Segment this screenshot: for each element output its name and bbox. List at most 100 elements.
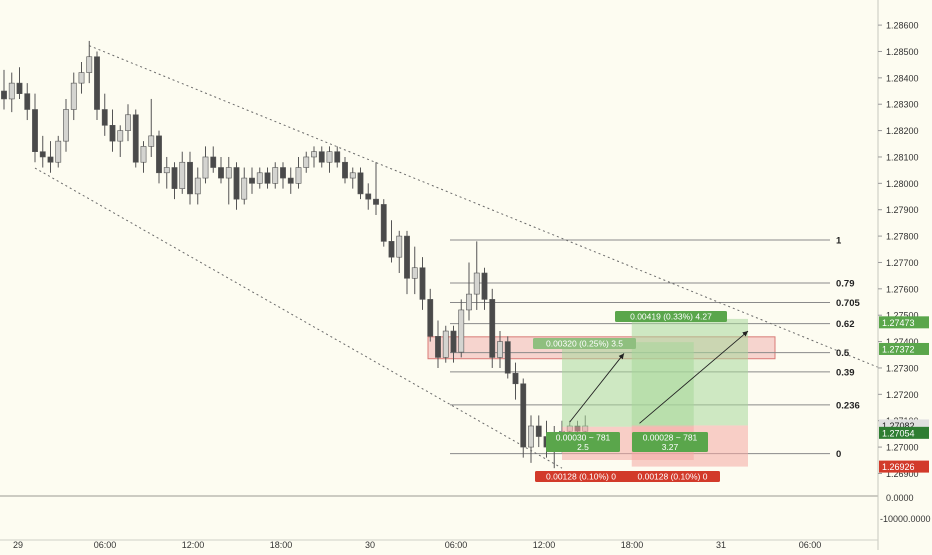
price-tick-label: 1.28400 — [886, 73, 919, 83]
candle[interactable] — [24, 83, 31, 121]
candle[interactable] — [280, 162, 286, 189]
channel-trendline[interactable] — [89, 45, 880, 369]
candle[interactable] — [148, 98, 155, 157]
candle[interactable] — [287, 167, 294, 194]
candle[interactable] — [55, 135, 62, 168]
candle-body — [171, 167, 178, 189]
candle[interactable] — [109, 109, 116, 152]
price-tick-label: 1.27000 — [886, 443, 919, 453]
projection-arrow[interactable] — [569, 353, 625, 423]
candle[interactable] — [70, 72, 77, 121]
candle[interactable] — [520, 378, 527, 458]
candle-body — [16, 82, 23, 94]
candle[interactable] — [8, 72, 15, 113]
candle[interactable] — [497, 331, 503, 368]
candle[interactable] — [16, 67, 23, 99]
price-tick-label: 1.27900 — [886, 205, 919, 215]
candle[interactable] — [132, 109, 139, 168]
candle[interactable] — [63, 98, 69, 152]
candle[interactable] — [272, 162, 279, 189]
time-tick-label: 31 — [716, 540, 726, 550]
candle[interactable] — [171, 162, 178, 200]
candle-body — [272, 167, 279, 184]
candle[interactable] — [442, 325, 449, 363]
candle[interactable] — [427, 288, 434, 342]
candle[interactable] — [156, 130, 162, 184]
candle[interactable] — [357, 167, 364, 200]
candle[interactable] — [225, 156, 232, 205]
candle[interactable] — [94, 51, 100, 121]
candle[interactable] — [303, 151, 310, 173]
candle[interactable] — [349, 167, 356, 189]
candle[interactable] — [179, 151, 186, 194]
position-stop-label[interactable]: 0.00128 (0.10%) 0 — [535, 471, 627, 482]
channel-trendline[interactable] — [34, 167, 563, 469]
oscillator-tick-label: 0.0000 — [886, 493, 914, 503]
projection-arrow[interactable] — [639, 330, 749, 424]
candle[interactable] — [342, 156, 348, 184]
candle[interactable] — [473, 241, 480, 310]
candle[interactable] — [47, 141, 54, 173]
candle[interactable] — [504, 336, 511, 379]
candle[interactable] — [404, 230, 410, 295]
candle[interactable] — [194, 167, 201, 205]
candle[interactable] — [210, 146, 217, 173]
candle[interactable] — [535, 415, 542, 448]
candle[interactable] — [249, 167, 255, 194]
candle-body — [132, 114, 139, 163]
candle[interactable] — [458, 299, 465, 358]
candle[interactable] — [32, 93, 38, 163]
position-profit-label[interactable]: 0.00320 (0.25%) 3.5 — [533, 338, 636, 349]
candle[interactable] — [311, 146, 317, 168]
candle[interactable] — [489, 288, 496, 368]
candle[interactable] — [140, 141, 147, 173]
candle[interactable] — [380, 199, 387, 247]
candle[interactable] — [334, 146, 341, 168]
position-profit-label[interactable]: 0.00419 (0.33%) 4.27 — [615, 311, 727, 322]
candle[interactable] — [295, 156, 302, 189]
candle[interactable] — [78, 62, 85, 94]
candle[interactable] — [39, 135, 46, 168]
candle[interactable] — [233, 162, 240, 210]
candle[interactable] — [396, 230, 403, 274]
position-stop-label[interactable]: 0.00128 (0.10%) 0 — [625, 471, 720, 482]
price-tick-label: 1.26900 — [886, 469, 919, 479]
candle[interactable] — [125, 104, 131, 142]
candle[interactable] — [512, 362, 519, 400]
candle-body — [357, 172, 364, 195]
candle[interactable] — [256, 167, 263, 189]
candle[interactable] — [419, 257, 426, 310]
candle[interactable] — [373, 162, 379, 215]
candle[interactable] — [435, 320, 441, 368]
candle[interactable] — [117, 125, 124, 157]
candle[interactable] — [1, 69, 7, 110]
candle[interactable] — [218, 156, 224, 184]
candle-body — [442, 330, 449, 358]
candle[interactable] — [163, 156, 170, 189]
candle[interactable] — [528, 415, 534, 463]
candle-body — [535, 425, 542, 437]
candle[interactable] — [318, 146, 325, 168]
candle-body — [8, 82, 15, 100]
candle[interactable] — [481, 267, 488, 310]
candle[interactable] — [450, 325, 457, 363]
candle[interactable] — [388, 220, 395, 263]
candle-body — [210, 156, 217, 168]
position-profit-zone[interactable] — [631, 318, 748, 426]
candle-body — [241, 177, 248, 200]
candle[interactable] — [411, 246, 418, 295]
candle[interactable] — [187, 151, 193, 205]
candle[interactable] — [241, 167, 248, 205]
candle[interactable] — [86, 40, 93, 84]
candle[interactable] — [365, 183, 372, 210]
candle-body — [466, 293, 472, 311]
candle[interactable] — [326, 146, 333, 173]
candle[interactable] — [264, 167, 271, 189]
candle[interactable] — [101, 93, 108, 136]
candle[interactable] — [466, 262, 472, 321]
candle[interactable] — [202, 146, 209, 184]
